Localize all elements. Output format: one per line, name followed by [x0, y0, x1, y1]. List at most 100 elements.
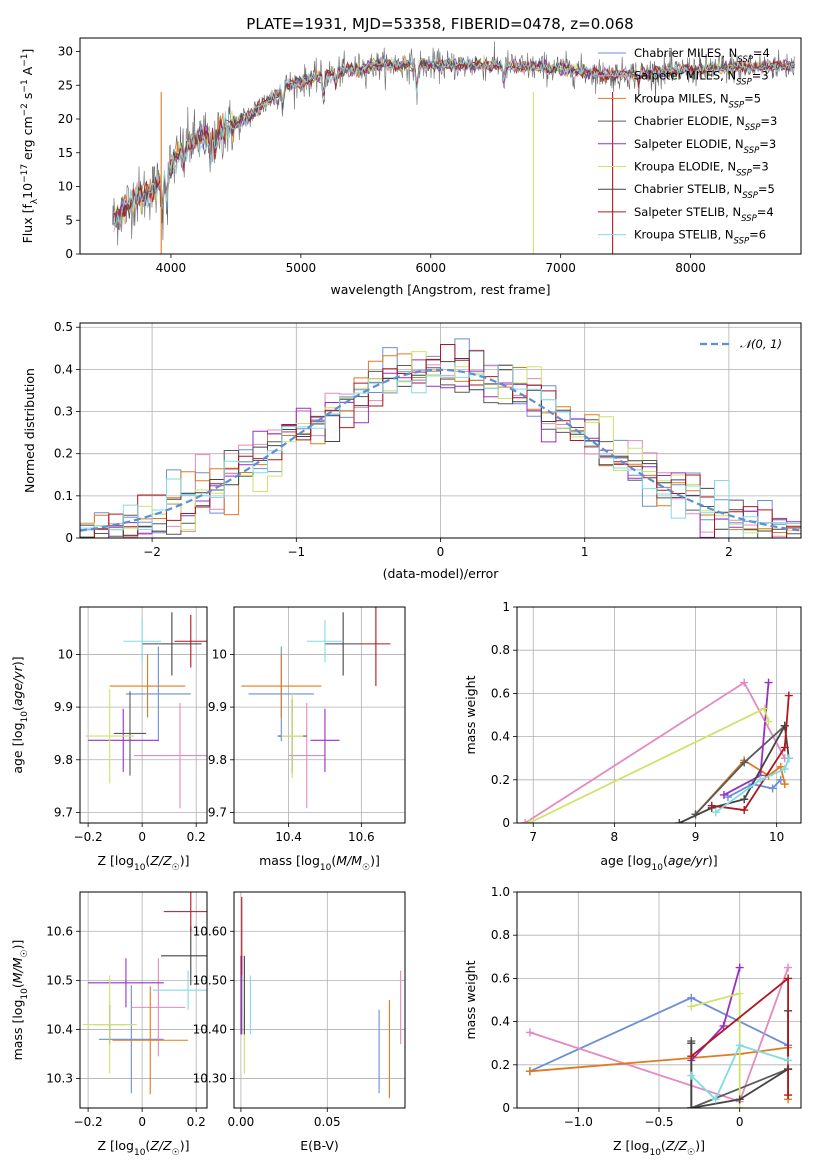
x-axis-label: Z [log10(Z/Z☉)]	[613, 1138, 705, 1158]
weight-marker-ke	[525, 819, 534, 823]
x-tick-label: 4000	[156, 261, 187, 275]
label-part: 10	[20, 988, 30, 1000]
weight-marker-sm	[521, 819, 530, 823]
y-tick-label: 10.5	[46, 973, 73, 987]
weight-marker-cs	[675, 819, 684, 823]
y-tick-label: 9.9	[208, 700, 227, 714]
figure-title: PLATE=1931, MJD=53358, FIBERID=0478, z=0…	[246, 15, 633, 33]
mass-weight-vs-Z-panel: −1.0 −0.5 0 0 0.2 0.4 0.6 0.8 1.0 Z [log10(Z/Z☉)]…	[463, 885, 802, 1158]
weight-marker-ss	[784, 691, 793, 700]
label-part: mass weight	[463, 675, 478, 754]
axes-frame	[233, 606, 406, 824]
y-tick-label: 0.2	[491, 1058, 510, 1072]
weight-marker-ke	[687, 1002, 696, 1011]
label-part: wavelength [Angstrom, rest frame]	[330, 282, 550, 297]
plot-area	[241, 607, 391, 809]
legend-label-km: Kroupa MILES, NSSP=5	[634, 91, 761, 110]
weight-line-ke	[528, 707, 770, 823]
plot-area	[525, 963, 793, 1108]
weight-marker-ks	[687, 1071, 696, 1080]
y-tick-label: 10.40	[193, 1022, 227, 1036]
label-part: 10	[134, 863, 146, 873]
label-part: mass [log	[10, 1000, 25, 1061]
y-tick-label: 0	[502, 816, 510, 830]
legend-label-sub: SSP	[741, 214, 757, 224]
label-part: )]	[695, 1138, 705, 1153]
label-part: )]	[180, 1138, 190, 1153]
label-part: Z/Z	[149, 1138, 172, 1153]
y-tick-label: 5	[65, 213, 73, 227]
plot-area	[85, 612, 207, 809]
label-part: ]	[20, 49, 35, 54]
weight-line-ks	[715, 757, 790, 813]
axes-frame	[79, 37, 802, 255]
x-axis-label: wavelength [Angstrom, rest frame]	[330, 282, 550, 297]
y-tick-label: 0.1	[54, 489, 73, 503]
weight-marker-ss	[784, 974, 793, 983]
legend-label-sub: SSP	[737, 55, 753, 65]
label-part: mass weight	[463, 960, 478, 1039]
x-axis-label: Z [log10(Z/Z☉)]	[98, 1138, 190, 1158]
plot-area	[112, 41, 795, 254]
x-tick-label: 8000	[675, 261, 706, 275]
label-part: E(B-V)	[300, 1138, 339, 1153]
legend-label-suffix: =5	[758, 182, 775, 196]
weight-marker-ce	[740, 758, 749, 767]
label-part: age [log	[600, 853, 651, 868]
label-part: )]	[10, 656, 25, 666]
y-tick-label: 15	[58, 146, 73, 160]
weight-marker-km	[776, 762, 785, 771]
x-axis-label: (data-model)/error	[383, 566, 500, 581]
weight-marker-ss	[687, 1052, 696, 1061]
histogram-ks	[80, 364, 801, 538]
y-tick-label: 20	[58, 112, 73, 126]
x-tick-label: 0	[138, 1115, 146, 1129]
label-part: erg cm	[20, 116, 35, 164]
x-tick-label: −1.0	[564, 1115, 593, 1129]
x-tick-label: 1	[581, 545, 589, 559]
x-tick-label: 0	[138, 830, 146, 844]
weight-marker-ks	[711, 808, 720, 817]
y-tick-label: 1.0	[491, 885, 510, 899]
y-tick-label: 0.8	[491, 928, 510, 942]
mass-vs-EBV-panel: 0.00 0.05 10.30 10.40 10.50 10.60 E(B-V)	[193, 891, 406, 1153]
weight-marker-se	[735, 963, 744, 972]
y-tick-label: 10	[212, 647, 227, 661]
y-tick-label: 0	[502, 1101, 510, 1115]
x-tick-label: −1	[287, 545, 305, 559]
x-tick-label: 0.2	[187, 830, 206, 844]
weight-marker-ke	[764, 717, 773, 726]
label-part: −1	[20, 79, 30, 92]
label-part: (	[10, 706, 25, 711]
legend-label-sm: Salpeter MILES, NSSP=3	[634, 69, 769, 88]
x-tick-label: 0.00	[228, 1115, 255, 1129]
y-tick-label: 0.3	[54, 405, 73, 419]
y-tick-label: 10.6	[46, 924, 73, 938]
x-tick-label: 0.2	[187, 1115, 206, 1129]
label-part: M/M	[336, 853, 362, 868]
residual-histogram-panel: −2 −1 0 1 2 0 0.1 0.2 0.3 0.4 0.5 (data-model)/erro…	[22, 320, 802, 581]
x-tick-label: −0.2	[74, 830, 103, 844]
label-part: 10	[652, 863, 664, 873]
legend-label-ks: Kroupa STELIB, NSSP=6	[634, 228, 766, 247]
legend-label-sub: SSP	[734, 237, 750, 247]
legend-label-ce: Chabrier ELODIE, NSSP=3	[634, 114, 777, 133]
weight-marker-ke	[735, 989, 744, 998]
y-tick-label: 0.5	[54, 320, 73, 334]
y-tick-label: 10	[58, 647, 73, 661]
legend-label-suffix: =3	[759, 137, 776, 151]
label-part: ☉	[172, 1148, 180, 1158]
y-tick-label: 0.2	[54, 447, 73, 461]
y-tick-label: 0	[65, 247, 73, 261]
legend-label-main: Chabrier STELIB, N	[634, 182, 742, 196]
y-tick-label: 9.9	[54, 700, 73, 714]
plot-area	[521, 678, 793, 823]
weight-marker-ss	[740, 806, 749, 815]
weight-marker-ks	[780, 765, 789, 773]
weight-line-ks	[690, 1044, 789, 1101]
label-part: Z [log	[613, 1138, 649, 1153]
label-part: age/yr	[668, 853, 709, 868]
label-part: 10	[20, 711, 30, 723]
weight-marker-ks	[756, 775, 765, 784]
weight-line-cm	[727, 779, 782, 798]
